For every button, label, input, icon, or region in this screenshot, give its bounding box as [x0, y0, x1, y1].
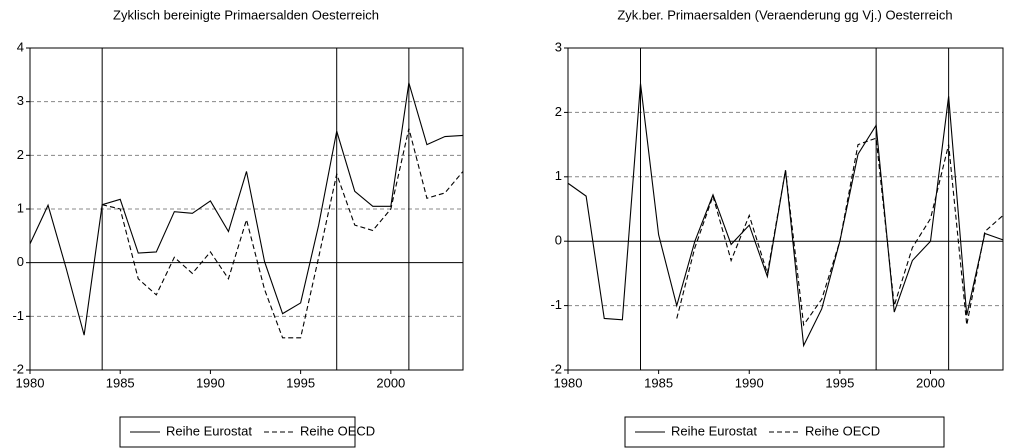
x-tick-label: 1980 — [16, 375, 45, 390]
y-tick-label: 2 — [555, 104, 562, 119]
y-tick-label: 3 — [17, 93, 24, 108]
y-tick-label: 0 — [17, 254, 24, 269]
legend-box — [624, 416, 945, 448]
y-tick-label: 0 — [555, 233, 562, 248]
x-tick-label: 2000 — [376, 375, 405, 390]
plot-frame — [29, 47, 464, 371]
legend-label: Reihe Eurostat — [671, 423, 757, 438]
y-tick-label: -1 — [12, 308, 24, 323]
legend-box — [119, 416, 356, 448]
series-line — [102, 128, 464, 339]
legend-label: Reihe OECD — [300, 423, 375, 438]
series-line — [676, 137, 1004, 327]
x-tick-label: 1995 — [825, 375, 854, 390]
plot-frame — [567, 47, 1004, 371]
y-tick-label: 1 — [555, 168, 562, 183]
x-tick-label: 1990 — [735, 375, 764, 390]
x-tick-label: 1985 — [106, 375, 135, 390]
x-tick-label: 1985 — [644, 375, 673, 390]
y-tick-label: 1 — [17, 200, 24, 215]
y-tick-label: 3 — [555, 39, 562, 54]
y-tick-label: 2 — [17, 147, 24, 162]
x-tick-label: 2000 — [916, 375, 945, 390]
y-tick-label: -2 — [12, 361, 24, 376]
x-tick-label: 1995 — [286, 375, 315, 390]
legend-label: Reihe OECD — [805, 423, 880, 438]
y-tick-label: 4 — [17, 39, 24, 54]
legend-label: Reihe Eurostat — [166, 423, 252, 438]
x-tick-label: 1980 — [554, 375, 583, 390]
x-tick-label: 1990 — [196, 375, 225, 390]
y-tick-label: -1 — [550, 297, 562, 312]
chart-title: Zyklisch bereinigte Primaersalden Oester… — [113, 7, 379, 22]
y-tick-label: -2 — [550, 361, 562, 376]
series-line — [567, 83, 1004, 348]
chart-title: Zyk.ber. Primaersalden (Veraenderung gg … — [617, 7, 952, 22]
